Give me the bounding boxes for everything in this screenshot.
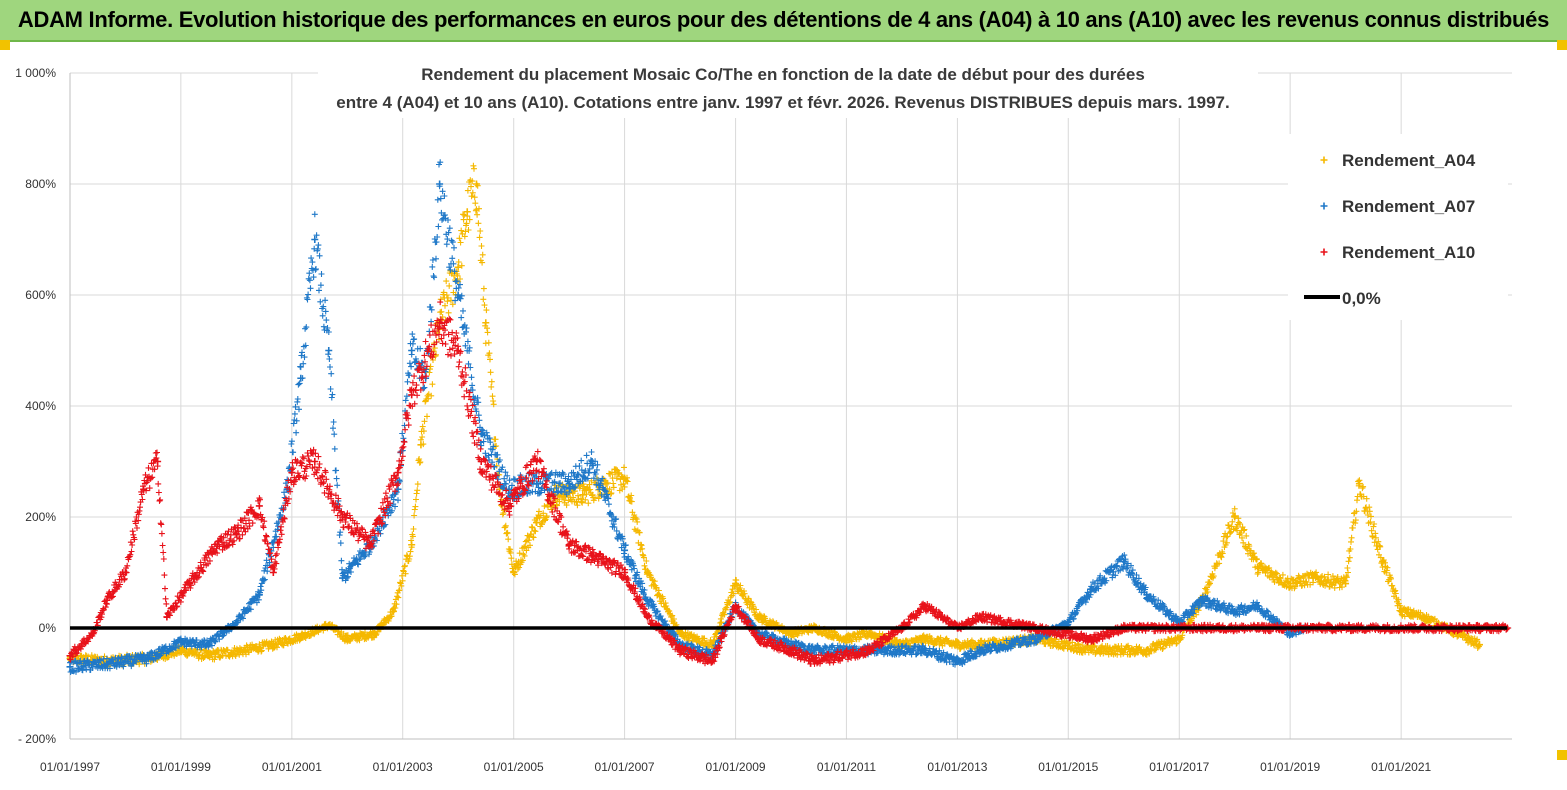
chart-title-line-1: Rendement du placement Mosaic Co/The en … xyxy=(421,65,1145,84)
data-point xyxy=(408,391,416,399)
y-tick-label: 200% xyxy=(25,510,56,524)
data-point xyxy=(477,430,485,438)
report-banner: ADAM Informe. Evolution historique des p… xyxy=(0,0,1567,42)
corner-accent-top-right xyxy=(1557,40,1567,50)
x-tick-label: 01/01/2019 xyxy=(1260,760,1320,774)
legend-backdrop xyxy=(1288,134,1508,320)
y-tick-label: - 200% xyxy=(18,732,56,746)
data-point xyxy=(482,319,490,327)
x-tick-label: 01/01/2003 xyxy=(373,760,433,774)
x-axis-ticks: 01/01/1997 01/01/1999 01/01/2001 01/01/2003… xyxy=(40,760,1432,774)
x-tick-label: 01/01/2021 xyxy=(1371,760,1431,774)
x-tick-label: 01/01/2001 xyxy=(262,760,322,774)
x-tick-label: 01/01/2011 xyxy=(817,760,876,774)
y-tick-label: 800% xyxy=(25,177,56,191)
scatter-cloud xyxy=(67,159,1307,675)
y-tick-label: 400% xyxy=(25,399,56,413)
x-tick-label: 01/01/2009 xyxy=(706,760,766,774)
x-tick-label: 01/01/2005 xyxy=(484,760,544,774)
data-point xyxy=(311,236,319,243)
legend-label-a10: Rendement_A10 xyxy=(1342,243,1475,262)
banner-title: ADAM Informe. Evolution historique des p… xyxy=(17,7,1550,32)
legend-marker xyxy=(1320,248,1328,256)
x-tick-label: 01/01/1999 xyxy=(151,760,211,774)
series-rendement-a07 xyxy=(66,159,1308,675)
legend-label-a07: Rendement_A07 xyxy=(1342,197,1475,216)
x-tick-label: 01/01/2007 xyxy=(595,760,655,774)
data-point xyxy=(1231,513,1239,521)
returns-chart: - 200% 0% 200% 400% 600% 800% 1 000% 01/01/199… xyxy=(15,54,1512,774)
scatter-cloud xyxy=(67,162,1482,670)
x-tick-label: 01/01/2017 xyxy=(1149,760,1209,774)
chart-title: Rendement du placement Mosaic Co/The en … xyxy=(318,54,1258,118)
x-tick-label: 01/01/2015 xyxy=(1038,760,1098,774)
data-point xyxy=(579,491,587,499)
corner-accent-bottom-right xyxy=(1557,750,1567,760)
legend: Rendement_A04 Rendement_A07 Rendement_A1… xyxy=(1288,134,1508,320)
series-rendement-a04 xyxy=(66,162,1483,670)
data-point xyxy=(454,263,462,271)
y-tick-label: 600% xyxy=(25,288,56,302)
series-layer xyxy=(66,159,1511,675)
data-point xyxy=(311,458,319,465)
legend-label-a04: Rendement_A04 xyxy=(1342,151,1476,170)
corner-accent-top-left xyxy=(0,40,10,50)
chart-title-line-2: entre 4 (A04) et 10 ans (A10). Cotations… xyxy=(336,93,1230,112)
x-tick-label: 01/01/1997 xyxy=(40,760,100,774)
data-point xyxy=(473,180,481,188)
data-point xyxy=(325,347,333,354)
legend-label-zero: 0,0% xyxy=(1342,289,1381,308)
data-point xyxy=(255,502,263,510)
y-tick-label: 1 000% xyxy=(15,66,56,80)
y-tick-label: 0% xyxy=(39,621,57,635)
legend-marker xyxy=(1320,156,1328,164)
legend-marker xyxy=(1320,202,1328,210)
chart-title-backdrop xyxy=(318,54,1258,118)
y-axis-ticks: - 200% 0% 200% 400% 600% 800% 1 000% xyxy=(15,66,56,746)
x-tick-label: 01/01/2013 xyxy=(927,760,987,774)
